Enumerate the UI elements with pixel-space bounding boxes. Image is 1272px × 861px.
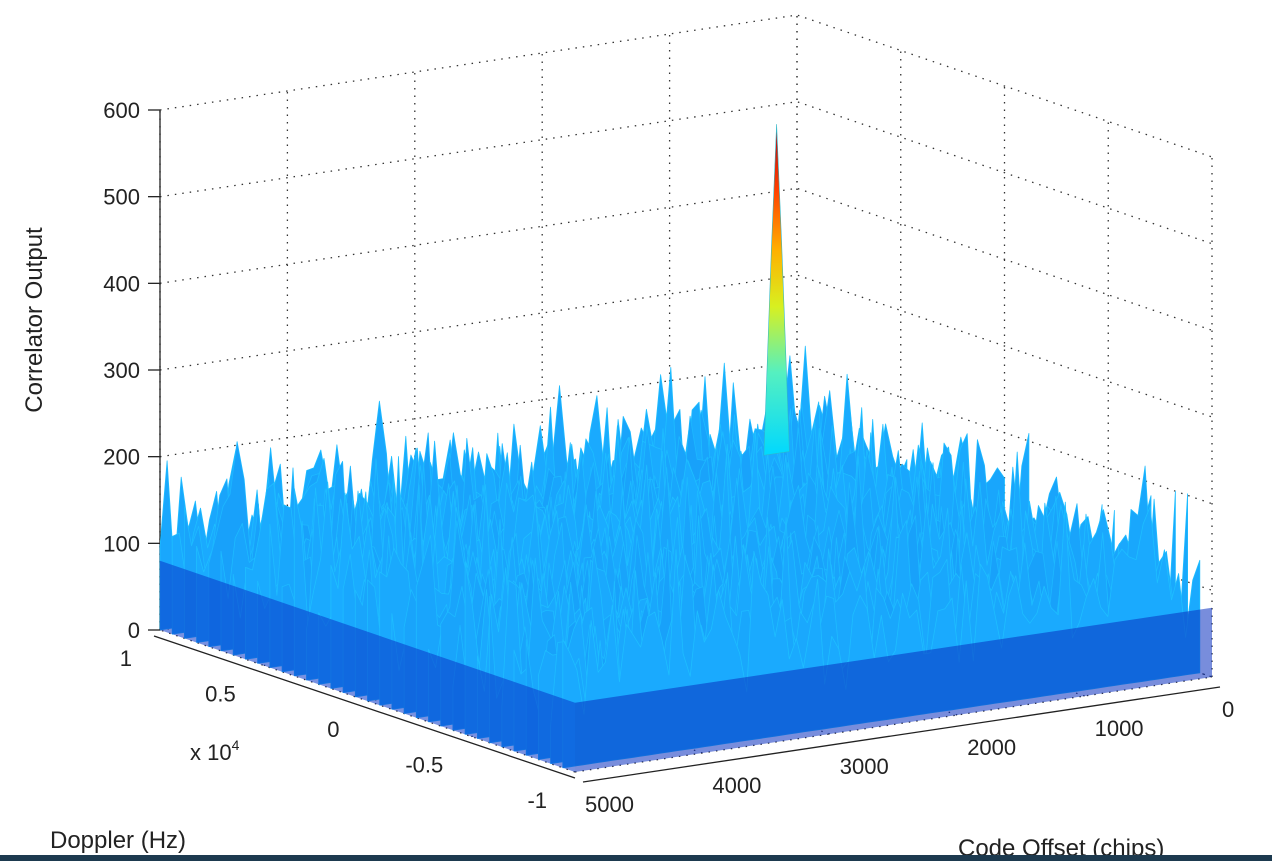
z-axis-label: Correlator Output bbox=[21, 227, 48, 413]
z-tick-label-4: 400 bbox=[103, 271, 140, 296]
correlation-peak bbox=[763, 124, 790, 456]
x-tick-label-4: 4000 bbox=[712, 773, 761, 798]
window-bottom-edge bbox=[0, 855, 1272, 861]
peak-spike bbox=[763, 124, 790, 456]
grid-line-z-5 bbox=[159, 101, 1213, 245]
x-tick-label-1: 1000 bbox=[1095, 716, 1144, 741]
grid-line-z-3 bbox=[159, 274, 1213, 418]
y-tick-label-3: -0.5 bbox=[405, 753, 443, 778]
x-axis-line bbox=[582, 686, 1221, 783]
y-axis-label: Doppler (Hz) bbox=[50, 827, 186, 854]
y-tick-label-1: 0.5 bbox=[205, 682, 236, 707]
x-tick-label-3: 3000 bbox=[840, 754, 889, 779]
surface-front-face-right bbox=[575, 607, 1212, 772]
x-tick-label-5: 5000 bbox=[585, 792, 634, 817]
z-tick-label-1: 100 bbox=[103, 531, 140, 556]
surface bbox=[159, 345, 1212, 772]
z-tick-label-0: 0 bbox=[128, 618, 140, 643]
z-tick-label-5: 500 bbox=[103, 185, 140, 210]
z-tick-label-3: 300 bbox=[103, 358, 140, 383]
grid-line-z-6 bbox=[159, 14, 1213, 158]
x-tick-label-0: 0 bbox=[1222, 697, 1234, 722]
y-axis-line bbox=[153, 635, 576, 779]
y-tick-label-2: 0 bbox=[327, 717, 339, 742]
y-tick-label-0: 1 bbox=[120, 646, 132, 671]
y-tick-label-4: -1 bbox=[527, 788, 547, 813]
y-axis-scale-factor: x 104 bbox=[190, 737, 240, 765]
z-tick-label-2: 200 bbox=[103, 445, 140, 470]
x-tick-label-2: 2000 bbox=[967, 735, 1016, 760]
surface-front-face-left bbox=[160, 560, 575, 772]
grid-line-z-4 bbox=[159, 187, 1213, 331]
z-tick-label-6: 600 bbox=[103, 98, 140, 123]
